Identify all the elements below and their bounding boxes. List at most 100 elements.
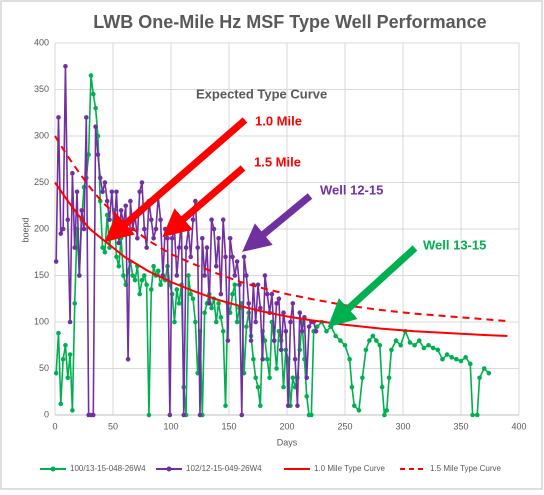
data-point [449,355,455,360]
data-point [53,370,59,376]
data-point [193,198,198,204]
data-point [70,170,75,176]
data-point [167,412,173,418]
data-point [93,124,98,129]
data-point [251,356,256,362]
data-point [269,291,275,297]
data-point [486,370,492,376]
x-tick-label: 200 [279,421,294,431]
data-point [389,347,394,353]
data-point [200,236,205,241]
data-point [142,273,147,278]
data-point [374,338,379,343]
data-point [130,273,136,278]
data-point [377,342,383,348]
data-point [56,330,61,336]
data-point [188,254,194,260]
data-point [430,345,436,351]
data-point [220,329,226,334]
annotation: 1.5 Mile [254,154,301,169]
data-point [97,175,103,181]
data-point [255,282,261,288]
data-point [77,273,82,278]
data-point [248,338,254,343]
chart-title: LWB One-Mile Hz MSF Type Well Performanc… [93,12,486,32]
data-point [123,203,129,209]
data-point [56,115,61,120]
data-point [481,366,487,371]
data-point [93,105,98,111]
data-point [162,226,168,232]
data-point [281,384,286,390]
x-tick-label: 350 [453,421,468,431]
legend-label: 1.5 Mile Type Curve [430,464,502,473]
y-axis-label: boepd [20,217,30,242]
data-point [60,226,66,232]
data-point [204,245,210,250]
data-point [367,338,372,343]
data-point [146,412,152,418]
data-point [421,345,427,351]
data-point [474,412,480,418]
data-point [220,217,226,222]
data-point [72,245,78,250]
data-point [151,236,156,241]
data-point [190,296,196,302]
data-point [195,245,200,250]
annotation: Well 13-15 [423,237,486,252]
x-tick-label: 100 [163,421,178,431]
data-point [84,115,89,120]
x-tick-label: 150 [221,421,236,431]
data-point [363,347,369,353]
data-point [193,319,198,325]
data-point [234,319,240,325]
data-point [274,366,279,371]
data-point [255,384,261,390]
data-point [216,301,221,306]
arrow [327,245,418,328]
data-point [351,403,357,409]
arrow [162,165,246,238]
data-point [416,338,422,343]
data-point [86,152,91,157]
data-point [176,245,182,250]
data-point [60,356,66,362]
y-tick-label: 300 [34,130,49,140]
data-point [213,319,219,325]
data-point [253,319,258,325]
data-point [148,287,154,292]
data-point [225,338,231,343]
annotation: Well 12-15 [320,182,383,197]
data-point [107,217,112,222]
data-point [139,180,145,185]
x-axis-label: Days [277,437,298,447]
arrows [104,117,418,328]
data-point [342,342,348,348]
data-point [97,198,103,204]
data-point [258,403,263,409]
data-point [65,375,71,381]
data-point [118,208,124,213]
data-point [114,254,119,260]
data-point [314,324,320,329]
data-point [309,412,314,418]
data-point [232,282,238,288]
data-point [271,338,277,343]
data-point [230,254,235,260]
data-point [181,412,187,418]
data-point [237,282,242,288]
data-point [239,412,245,418]
data-point [264,291,270,297]
data-point [260,356,265,362]
data-point [58,401,64,407]
data-point [90,412,96,418]
data-point [151,263,156,269]
data-point [278,347,284,353]
data-point [463,355,468,360]
data-point [230,291,235,297]
data-point [144,282,149,288]
data-point [304,375,310,381]
data-point [72,301,78,306]
annotation: Expected Type Curve [196,86,327,101]
